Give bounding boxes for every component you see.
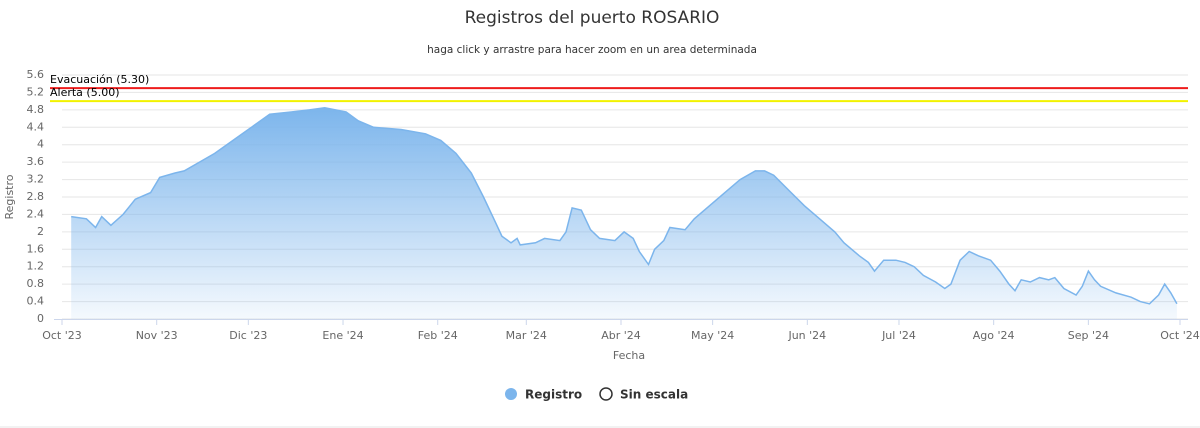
legend-symbol[interactable]	[505, 388, 517, 400]
legend-symbol[interactable]	[599, 387, 613, 401]
y-tick-label: 0.4	[27, 295, 45, 308]
x-tick-label: Oct '24	[1160, 329, 1200, 342]
x-tick-label: Nov '23	[136, 329, 178, 342]
x-tick-label: Abr '24	[601, 329, 641, 342]
y-tick-label: 3.2	[27, 173, 45, 186]
x-tick-label: Dic '23	[229, 329, 267, 342]
y-tick-label: 5.2	[27, 85, 45, 98]
y-tick-label: 1.2	[27, 260, 45, 273]
x-tick-label: Mar '24	[506, 329, 547, 342]
x-tick-label: Oct '23	[42, 329, 82, 342]
legend-label[interactable]: Sin escala	[620, 388, 688, 402]
y-tick-label: 0.8	[27, 277, 45, 290]
x-tick-label: May '24	[691, 329, 734, 342]
y-tick-label: 1.6	[27, 242, 45, 255]
chart-title: Registros del puerto ROSARIO	[465, 8, 720, 28]
x-axis-title: Fecha	[613, 349, 645, 362]
y-tick-label: 0	[37, 312, 44, 325]
y-tick-label: 2	[37, 225, 44, 238]
plot-area: Evacuación (5.30)Alerta (5.00)	[50, 73, 1188, 319]
y-tick-label: 4	[37, 138, 44, 151]
y-tick-label: 5.6	[27, 68, 45, 81]
legend-label[interactable]: Registro	[525, 388, 582, 402]
x-tick-label: Jul '24	[881, 329, 916, 342]
x-tick-label: Jun '24	[787, 329, 826, 342]
axes: 0 0.4 0.8 1.2 1.6 2 2.4 2.8 3.2 3.6 4 4.4 4.8 5.2 5.6 O…	[27, 68, 1200, 342]
y-tick-label: 2.4	[27, 207, 45, 220]
y-axis-title: Registro	[3, 174, 16, 219]
x-tick-label: Ago '24	[973, 329, 1015, 342]
chart-subtitle: haga click y arrastre para hacer zoom en…	[427, 44, 757, 56]
plot-line-label: Evacuación (5.30)	[50, 73, 149, 86]
plot-line-label: Alerta (5.00)	[50, 86, 120, 99]
area	[71, 107, 1177, 319]
x-tick-label: Feb '24	[418, 329, 458, 342]
x-tick-label: Ene '24	[322, 329, 363, 342]
x-tick-label: Sep '24	[1068, 329, 1109, 342]
line	[71, 106, 1178, 305]
y-tick-label: 4.8	[27, 103, 45, 116]
y-tick-label: 2.8	[27, 190, 45, 203]
y-tick-label: 3.6	[27, 155, 45, 168]
legend: Registro Sin escala	[505, 387, 688, 402]
y-tick-label: 4.4	[27, 120, 45, 133]
